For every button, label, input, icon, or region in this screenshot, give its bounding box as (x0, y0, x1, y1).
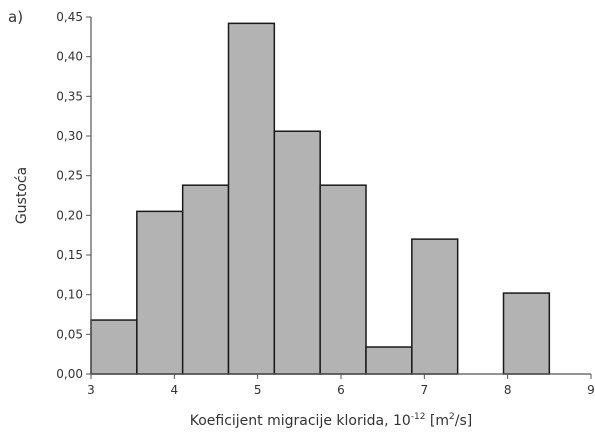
y-tick-label: 0,25 (56, 169, 83, 183)
x-axis-title-unit-end: /s] (455, 413, 472, 429)
panel-label: a) (8, 8, 24, 26)
x-axis-title: Koeficijent migracije klorida, 10-12 [m2… (190, 412, 473, 429)
x-tick-label: 6 (337, 383, 345, 397)
y-axis-ticks: 0,00 0,05 0,10 0,15 0,20 0,25 0,30 0,35 0,40 0,45 (56, 10, 91, 381)
x-axis-title-exponent: -12 (411, 412, 426, 422)
y-tick-label: 0,05 (56, 327, 83, 341)
x-axis-ticks: 3 4 5 6 7 8 9 (87, 374, 595, 397)
histogram-bar-1 (136, 210, 184, 375)
y-tick-label: 0,35 (56, 89, 83, 103)
x-tick-label: 9 (587, 383, 595, 397)
x-tick-label: 4 (171, 383, 179, 397)
histogram-bar-5 (319, 184, 367, 375)
y-tick-label: 0,45 (56, 10, 83, 24)
x-tick-label: 7 (421, 383, 429, 397)
x-tick-label: 3 (87, 383, 95, 397)
y-tick-label: 0,40 (56, 50, 83, 64)
y-tick-label: 0,00 (56, 367, 83, 381)
histogram-bar-2 (181, 184, 230, 375)
x-axis-title-unit-exponent: 2 (449, 412, 455, 422)
histogram-bar-8 (502, 292, 551, 375)
y-tick-label: 0,10 (56, 288, 83, 302)
x-tick-label: 5 (254, 383, 262, 397)
histogram-bar-7 (411, 238, 459, 375)
histogram-bar-3 (227, 22, 276, 375)
y-axis-title: Gustoća (14, 167, 30, 224)
x-axis-title-unit: [m (425, 413, 449, 429)
y-tick-label: 0,20 (56, 208, 83, 222)
bars-group (90, 22, 551, 375)
y-tick-label: 0,15 (56, 248, 83, 262)
x-tick-label: 8 (504, 383, 512, 397)
y-tick-label: 0,30 (56, 129, 83, 143)
histogram-bar-6 (365, 346, 413, 375)
histogram-bar-4 (273, 130, 321, 375)
x-axis-title-main: Koeficijent migracije klorida, 10 (190, 413, 411, 429)
histogram-bar-0 (90, 319, 138, 375)
